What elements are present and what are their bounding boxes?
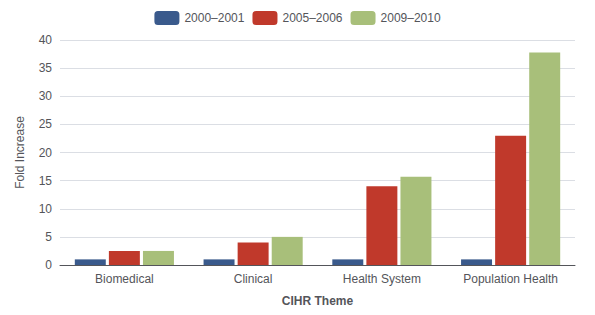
svg-text:Fold Increase: Fold Increase [13, 116, 27, 189]
svg-text:30: 30 [39, 89, 53, 103]
svg-text:Population Health: Population Health [463, 272, 558, 286]
svg-text:Health System: Health System [343, 272, 421, 286]
svg-text:5: 5 [45, 230, 52, 244]
svg-text:40: 40 [39, 33, 53, 47]
svg-text:10: 10 [39, 202, 53, 216]
svg-text:0: 0 [45, 258, 52, 272]
svg-text:2000–2001: 2000–2001 [184, 11, 244, 25]
svg-text:2005–2006: 2005–2006 [282, 11, 342, 25]
svg-text:2009–2010: 2009–2010 [381, 11, 441, 25]
svg-text:CIHR Theme: CIHR Theme [282, 294, 354, 308]
svg-text:35: 35 [39, 61, 53, 75]
svg-text:15: 15 [39, 174, 53, 188]
svg-text:Biomedical: Biomedical [95, 272, 154, 286]
svg-text:20: 20 [39, 146, 53, 160]
svg-text:25: 25 [39, 117, 53, 131]
svg-text:Clinical: Clinical [234, 272, 273, 286]
